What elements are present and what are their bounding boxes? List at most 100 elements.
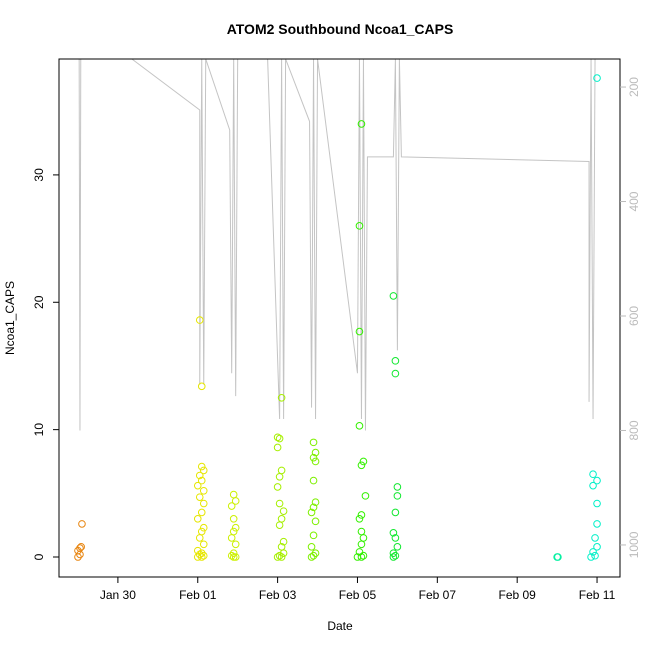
- point: [231, 523, 240, 532]
- point: [197, 508, 206, 517]
- point: [355, 222, 364, 230]
- y2-tick-label: 1000: [627, 531, 641, 558]
- x-tick-label: Feb 01: [179, 588, 217, 602]
- point: [359, 457, 368, 466]
- point: [78, 520, 86, 528]
- plot-area: [74, 59, 601, 561]
- point: [593, 476, 601, 485]
- point: [76, 544, 84, 552]
- y2-tick-label: 200: [627, 77, 641, 97]
- point: [355, 327, 364, 336]
- point: [227, 551, 236, 560]
- point: [391, 369, 400, 378]
- point: [311, 498, 320, 507]
- y2-tick-label: 400: [627, 191, 641, 211]
- point: [311, 457, 320, 466]
- point: [275, 499, 284, 508]
- point: [311, 448, 320, 457]
- point: [589, 470, 597, 479]
- point: [193, 546, 202, 555]
- point: [193, 514, 202, 523]
- point: [391, 534, 400, 542]
- point: [393, 483, 402, 491]
- point: [199, 486, 208, 495]
- point: [229, 514, 238, 523]
- point: [389, 292, 398, 300]
- y2-tick-label: 600: [627, 306, 641, 326]
- point: [361, 492, 370, 500]
- point: [199, 499, 208, 508]
- point: [357, 553, 366, 561]
- point: [593, 543, 601, 551]
- point: [199, 551, 208, 560]
- y2-tick-label: 800: [627, 420, 641, 440]
- point: [393, 492, 402, 500]
- point: [229, 527, 238, 536]
- point: [355, 422, 364, 430]
- point: [591, 551, 599, 560]
- x-tick-label: Jan 30: [100, 588, 136, 602]
- point: [199, 523, 208, 532]
- y-axis-label: Ncoa1_CAPS: [3, 281, 17, 355]
- point: [227, 502, 236, 510]
- point: [391, 551, 400, 560]
- point: [355, 514, 364, 523]
- point: [591, 534, 599, 542]
- point: [195, 550, 204, 559]
- point: [593, 74, 601, 82]
- point: [389, 529, 398, 537]
- point: [355, 548, 364, 556]
- point: [197, 553, 206, 561]
- point: [309, 476, 318, 485]
- point: [279, 507, 288, 515]
- x-tick-label: Feb 07: [419, 588, 457, 602]
- y-tick-label: 30: [32, 168, 46, 182]
- point: [197, 382, 206, 391]
- point: [357, 461, 366, 470]
- point: [273, 483, 282, 491]
- point: [275, 551, 284, 560]
- chart-title: ATOM2 Southbound Ncoa1_CAPS: [227, 21, 454, 37]
- point: [197, 527, 206, 536]
- point: [593, 520, 601, 528]
- point: [229, 490, 238, 499]
- point: [307, 508, 316, 517]
- point: [279, 537, 288, 546]
- point: [195, 493, 204, 501]
- y-tick-label: 0: [32, 553, 46, 560]
- point: [199, 466, 208, 475]
- point: [197, 476, 206, 485]
- point: [307, 553, 316, 561]
- point: [593, 499, 601, 508]
- x-axis-label: Date: [327, 619, 353, 633]
- point: [554, 553, 562, 561]
- point: [309, 551, 318, 560]
- point: [307, 543, 316, 551]
- point: [273, 553, 282, 561]
- y-tick-label: 20: [32, 295, 46, 309]
- point: [277, 543, 286, 551]
- point: [231, 540, 240, 549]
- point: [391, 508, 400, 517]
- point: [77, 543, 85, 551]
- y-tick-label: 10: [32, 423, 46, 437]
- point: [589, 481, 597, 490]
- point: [309, 503, 318, 512]
- point: [199, 540, 208, 549]
- point: [273, 443, 282, 452]
- point: [389, 549, 398, 557]
- point: [193, 481, 202, 490]
- point: [195, 471, 204, 480]
- point: [197, 462, 206, 471]
- point: [277, 466, 286, 475]
- point: [311, 549, 320, 557]
- point: [277, 514, 286, 523]
- point: [359, 551, 368, 560]
- point: [311, 517, 320, 526]
- point: [195, 316, 204, 324]
- point: [229, 549, 238, 557]
- point: [357, 120, 366, 128]
- point: [309, 453, 318, 462]
- point: [589, 548, 597, 556]
